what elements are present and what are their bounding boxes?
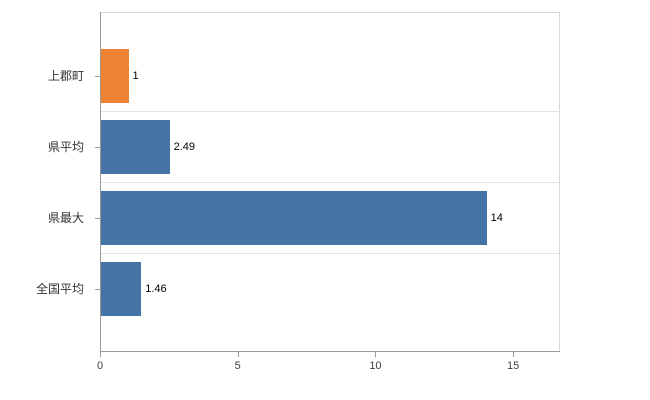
y-axis-tick — [95, 288, 100, 290]
bar-row: 1.46 — [101, 253, 560, 324]
bar-県平均 — [101, 119, 170, 174]
bar-row: 2.49 — [101, 111, 560, 182]
x-axis-tick-label: 15 — [507, 360, 520, 372]
bar-row: 1 — [101, 40, 560, 111]
y-axis-tick — [95, 146, 100, 148]
x-axis-tick — [375, 352, 377, 357]
gridline — [101, 182, 560, 183]
y-axis-line — [100, 12, 101, 352]
category-axis: 上郡町県平均県最大全国平均 — [0, 12, 92, 352]
bar-value-label: 2.49 — [173, 140, 195, 153]
x-axis-tick-label: 0 — [96, 360, 104, 372]
bar-value-label: 14 — [490, 211, 503, 224]
category-label: 県平均 — [47, 140, 84, 154]
x-axis-tick — [100, 352, 101, 357]
y-axis-tick — [95, 75, 100, 77]
bar-上郡町 — [101, 48, 129, 103]
bar-value-label: 1 — [132, 69, 139, 82]
x-axis-tick-label: 5 — [234, 360, 241, 372]
category-label: 全国平均 — [35, 282, 84, 296]
category-label: 上郡町 — [47, 69, 84, 83]
x-axis-tick — [237, 352, 239, 357]
bar-県最大 — [101, 190, 487, 245]
bar-全国平均 — [101, 261, 142, 316]
gridline — [101, 253, 560, 254]
category-label: 県最大 — [47, 211, 84, 225]
gridline — [101, 111, 560, 112]
bar-value-label: 1.46 — [145, 282, 167, 295]
plot-border-top — [100, 12, 560, 13]
bar-row: 14 — [101, 182, 560, 253]
plot-area: 1 2.49 14 1.46 — [100, 12, 560, 352]
x-axis-tick — [513, 352, 515, 357]
x-axis-tick-label: 10 — [369, 360, 382, 372]
y-axis-tick — [95, 217, 100, 219]
x-axis-line — [100, 351, 560, 352]
